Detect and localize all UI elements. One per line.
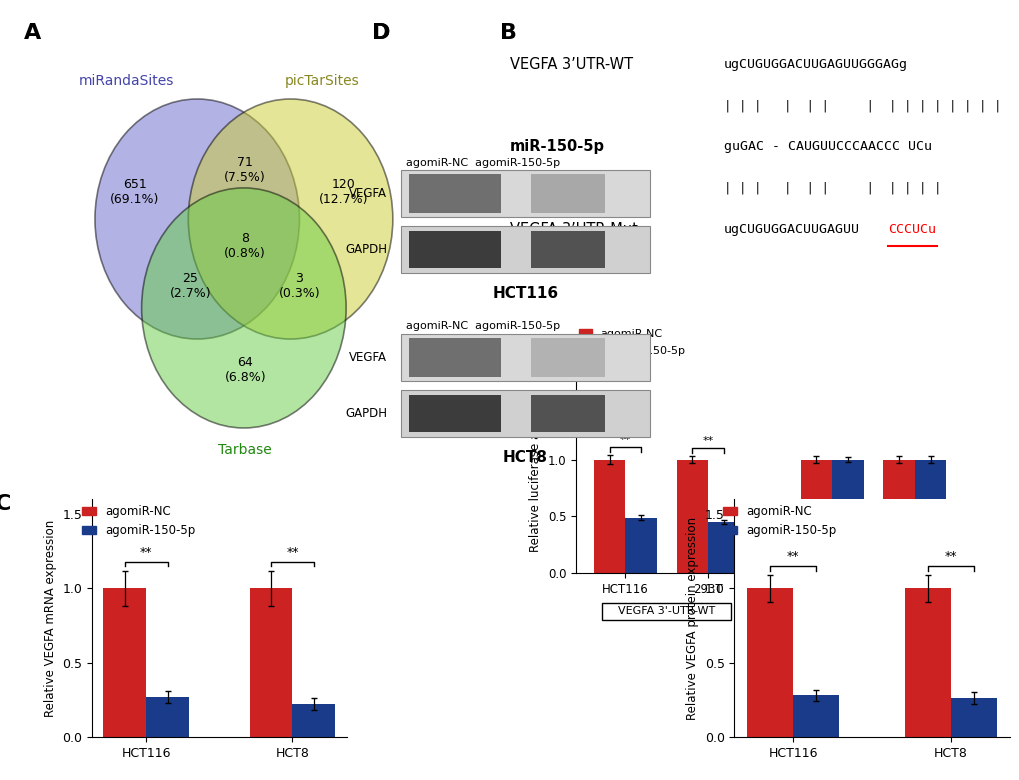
Bar <box>250 588 292 737</box>
Text: 64
(6.8%): 64 (6.8%) <box>224 356 266 385</box>
Text: GAPDH: GAPDH <box>345 407 387 420</box>
Y-axis label: Relative VEGFA protein expression: Relative VEGFA protein expression <box>686 516 698 720</box>
Text: C: C <box>0 495 11 515</box>
Ellipse shape <box>95 99 300 339</box>
Bar <box>530 174 604 213</box>
Text: VEGFA: VEGFA <box>350 187 387 200</box>
Ellipse shape <box>189 99 392 339</box>
Text: A: A <box>23 23 41 44</box>
Bar <box>950 698 997 737</box>
Text: Tarbase: Tarbase <box>218 443 272 457</box>
Bar <box>676 459 707 573</box>
Text: agomiR-NC  agomiR-150-5p: agomiR-NC agomiR-150-5p <box>406 158 559 168</box>
Text: guGAC - CAUGUUCCCAACCC UCu: guGAC - CAUGUUCCCAACCC UCu <box>723 140 931 154</box>
FancyBboxPatch shape <box>601 603 731 620</box>
Text: **: ** <box>140 546 152 558</box>
FancyBboxPatch shape <box>808 603 937 620</box>
Text: 71
(7.5%): 71 (7.5%) <box>224 156 266 184</box>
Text: D: D <box>372 23 390 44</box>
Text: | | |   |  | |     |  | | | |: | | | | | | | | | | | <box>723 182 941 195</box>
Bar <box>593 459 625 573</box>
Text: 25
(2.7%): 25 (2.7%) <box>169 271 211 300</box>
Bar <box>530 338 604 377</box>
Text: 651
(69.1%): 651 (69.1%) <box>110 179 160 207</box>
Bar <box>409 395 501 432</box>
Legend: agomiR-NC, agomiR-150-5p: agomiR-NC, agomiR-150-5p <box>717 500 841 541</box>
Bar <box>400 170 649 217</box>
Text: agomiR-NC  agomiR-150-5p: agomiR-NC agomiR-150-5p <box>406 321 559 331</box>
Text: VEGFA 3'-UTR-Mut: VEGFA 3'-UTR-Mut <box>822 606 923 616</box>
Bar <box>400 334 649 381</box>
Text: **: ** <box>786 550 799 563</box>
Bar <box>707 522 739 573</box>
Text: CCCUCu: CCCUCu <box>888 223 935 236</box>
Bar <box>882 459 914 573</box>
Bar <box>530 231 604 268</box>
Text: **: ** <box>702 436 713 446</box>
Text: HCT116: HCT116 <box>492 285 557 301</box>
Text: miRandaSites: miRandaSites <box>78 74 173 88</box>
Bar <box>409 231 501 268</box>
Text: miR-150-5p: miR-150-5p <box>510 140 604 154</box>
Bar <box>292 704 335 737</box>
Text: 120
(12.7%): 120 (12.7%) <box>319 179 368 207</box>
Text: ugCUGUGGACUUGAGUU: ugCUGUGGACUUGAGUU <box>723 223 859 236</box>
Text: B: B <box>499 23 517 44</box>
Bar <box>400 226 649 273</box>
Bar <box>625 518 656 573</box>
Legend: agomiR-NC, agomiR-150-5p: agomiR-NC, agomiR-150-5p <box>574 324 690 360</box>
Bar <box>400 390 649 437</box>
Text: VEGFA 3'-UTR-WT: VEGFA 3'-UTR-WT <box>618 606 714 616</box>
Bar <box>904 588 950 737</box>
Ellipse shape <box>142 188 345 428</box>
Text: picTarSites: picTarSites <box>284 74 359 88</box>
Text: | | |   |  | |     |  | | | | | | | |: | | | | | | | | | | | | | | | <box>723 99 1001 112</box>
Bar <box>409 338 501 377</box>
Bar <box>793 696 839 737</box>
Bar <box>409 174 501 213</box>
Bar <box>832 459 863 573</box>
Bar <box>914 459 946 573</box>
Text: **: ** <box>620 435 631 445</box>
Text: GAPDH: GAPDH <box>345 243 387 256</box>
Bar <box>800 459 832 573</box>
Text: VEGFA 3’UTR-WT: VEGFA 3’UTR-WT <box>510 57 633 72</box>
Text: HCT8: HCT8 <box>502 449 547 465</box>
Text: **: ** <box>286 546 299 558</box>
Y-axis label: Relative luciferase activity: Relative luciferase activity <box>529 395 542 552</box>
Bar <box>530 395 604 432</box>
Text: VEGFA 3’UTR-Mut: VEGFA 3’UTR-Mut <box>510 222 637 237</box>
Text: **: ** <box>944 550 957 563</box>
Bar <box>146 697 189 737</box>
Text: 8
(0.8%): 8 (0.8%) <box>224 232 266 260</box>
Bar <box>746 588 793 737</box>
Y-axis label: Relative VEGFA mRNA expression: Relative VEGFA mRNA expression <box>44 519 56 717</box>
Legend: agomiR-NC, agomiR-150-5p: agomiR-NC, agomiR-150-5p <box>77 500 201 541</box>
Text: 3
(0.3%): 3 (0.3%) <box>278 271 320 300</box>
Bar <box>103 588 146 737</box>
Text: VEGFA: VEGFA <box>350 351 387 363</box>
Text: ugCUGUGGACUUGAGUUGGGAGg: ugCUGUGGACUUGAGUUGGGAGg <box>723 58 907 71</box>
Text: D: D <box>372 23 390 44</box>
